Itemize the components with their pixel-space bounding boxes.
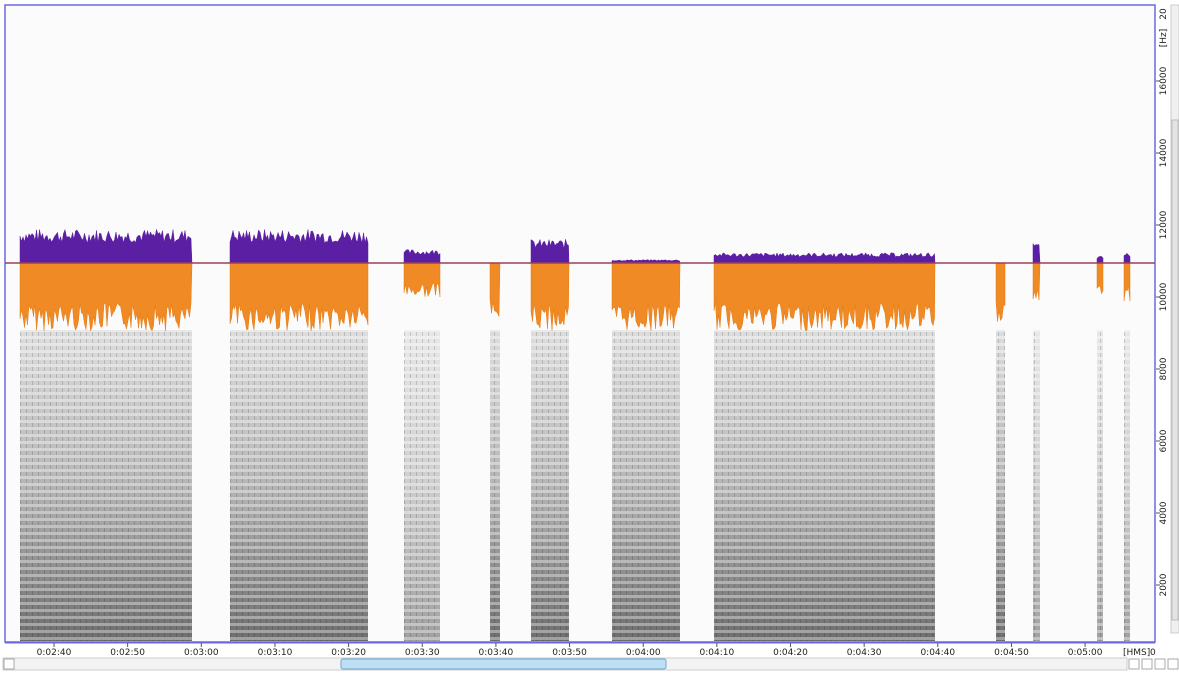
time-tick-label: 0:02:50: [110, 648, 145, 658]
waveform-negative: [403, 262, 441, 298]
time-tick-label: 0:04:00: [626, 648, 661, 658]
waveform-positive: [611, 259, 681, 264]
waveform-positive: [1032, 242, 1041, 264]
waveform-negative: [229, 262, 369, 331]
time-tick-label: 0:04:40: [920, 648, 955, 658]
waveform-negative: [530, 262, 570, 331]
waveform-negative: [995, 262, 1006, 322]
freq-tick-label: 2000: [1159, 573, 1169, 596]
freq-tick-label: 14000: [1159, 138, 1169, 167]
h-scroll-thumb[interactable]: [340, 658, 667, 670]
waveform-positive: [19, 228, 193, 264]
waveform-positive: [713, 252, 936, 264]
waveform-negative: [611, 262, 681, 331]
scroll-right-button[interactable]: [1128, 658, 1140, 670]
spectrogram-harmonics: [612, 330, 680, 641]
waveform-positive: [1123, 252, 1131, 264]
time-tick-label: 0:03:20: [331, 648, 366, 658]
time-tick-label: 0:02:40: [37, 648, 72, 658]
spectrogram-harmonics: [1124, 330, 1130, 641]
spectrogram-harmonics: [404, 330, 440, 641]
time-tick-label: 0:04:30: [847, 648, 882, 658]
time-tick-label: 0:03:40: [479, 648, 514, 658]
freq-tick-label: 10000: [1159, 282, 1169, 311]
time-tick-label: 0:04:10: [699, 648, 734, 658]
spectrogram-harmonics: [20, 330, 192, 641]
zoom-reset-button[interactable]: [1141, 658, 1153, 670]
time-origin: 0: [1150, 648, 1156, 658]
freq-tick-label: 6000: [1159, 429, 1169, 452]
freq-tick-label: 16000: [1159, 66, 1169, 95]
waveform-positive: [1096, 256, 1104, 264]
waveform-positive: [403, 249, 441, 264]
freq-tick-label: 12000: [1159, 210, 1169, 239]
zoom-out-button[interactable]: [1154, 658, 1166, 670]
plot-area: [4, 4, 1156, 643]
spectrogram-harmonics: [714, 330, 935, 641]
spectrogram-harmonics: [1097, 330, 1103, 641]
time-tick-label: 0:03:30: [405, 648, 440, 658]
scroll-left-button[interactable]: [3, 658, 15, 670]
time-tick-label: 0:04:50: [994, 648, 1029, 658]
freq-tick-label: 8000: [1159, 357, 1169, 380]
spectrogram-harmonics: [531, 330, 569, 641]
freq-origin: 20: [1159, 8, 1169, 20]
waveform-negative: [19, 262, 193, 332]
time-tick-label: 0:05:00: [1068, 648, 1103, 658]
freq-tick-label: 4000: [1159, 501, 1169, 524]
time-unit: [HMS]: [1123, 648, 1150, 658]
waveform-positive: [530, 238, 570, 264]
spectrogram-harmonics: [1033, 330, 1040, 641]
time-tick-label: 0:03:50: [552, 648, 587, 658]
waveform-positive: [229, 229, 369, 264]
waveform-negative: [1032, 262, 1041, 301]
freq-unit: [Hz]: [1159, 29, 1169, 48]
spectrogram-harmonics: [996, 330, 1005, 641]
waveform-negative: [489, 262, 501, 317]
spectrogram-harmonics: [230, 330, 368, 641]
time-tick-label: 0:03:00: [184, 648, 219, 658]
spectrogram-harmonics: [490, 330, 500, 641]
zoom-in-button[interactable]: [1167, 658, 1179, 670]
time-tick-label: 0:03:10: [258, 648, 293, 658]
time-tick-label: 0:04:20: [773, 648, 808, 658]
waveform-negative: [1123, 262, 1131, 301]
waveform-negative: [1096, 262, 1104, 295]
v-scroll-thumb[interactable]: [1171, 119, 1179, 621]
waveform-negative: [713, 262, 936, 331]
